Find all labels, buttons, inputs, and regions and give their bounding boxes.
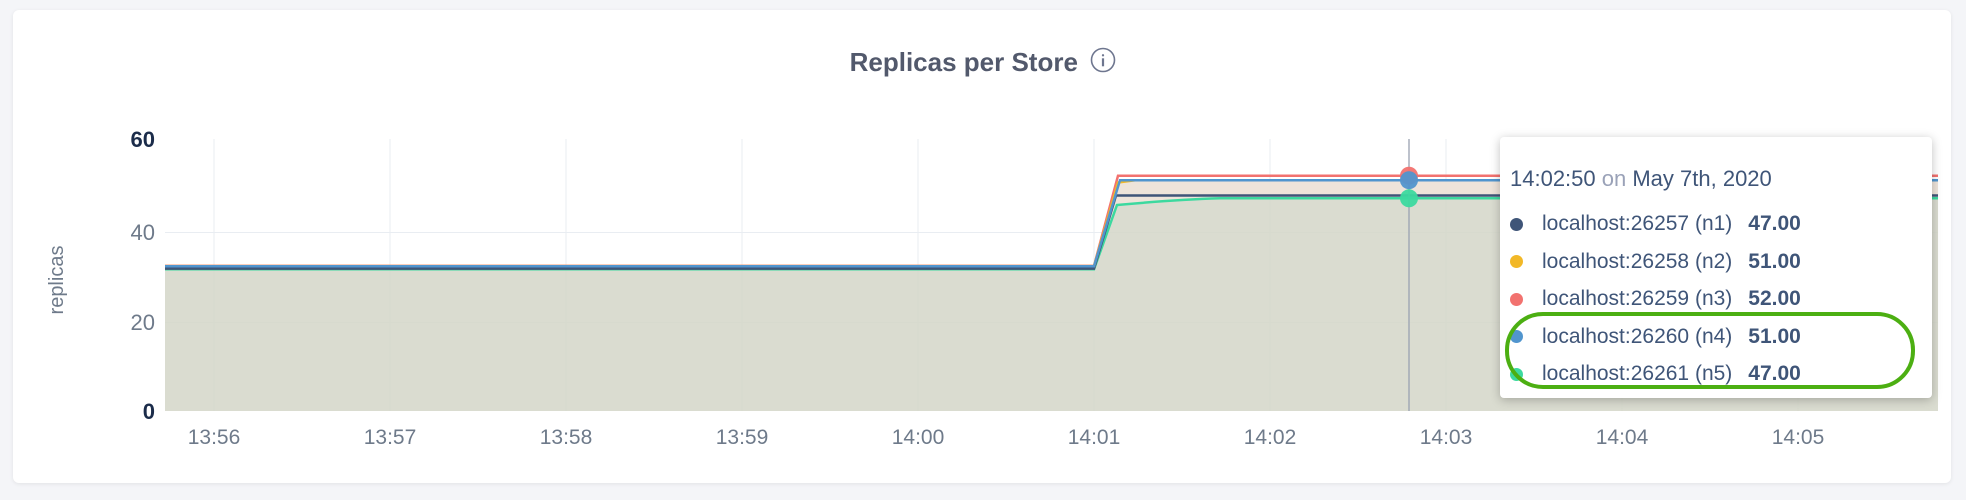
svg-text:13:57: 13:57 xyxy=(364,426,417,449)
svg-text:13:56: 13:56 xyxy=(188,426,241,449)
svg-text:0: 0 xyxy=(143,399,155,424)
svg-text:60: 60 xyxy=(131,127,155,152)
svg-text:13:58: 13:58 xyxy=(540,426,593,449)
svg-text:14:02: 14:02 xyxy=(1244,426,1297,449)
svg-text:13:59: 13:59 xyxy=(716,426,769,449)
svg-text:40: 40 xyxy=(131,220,155,245)
svg-text:14:03: 14:03 xyxy=(1420,426,1473,449)
svg-text:14:01: 14:01 xyxy=(1068,426,1121,449)
svg-text:14:04: 14:04 xyxy=(1596,426,1649,449)
svg-text:14:00: 14:00 xyxy=(892,426,945,449)
svg-text:replicas: replicas xyxy=(46,246,68,315)
svg-text:20: 20 xyxy=(131,310,155,335)
svg-text:14:05: 14:05 xyxy=(1772,426,1825,449)
